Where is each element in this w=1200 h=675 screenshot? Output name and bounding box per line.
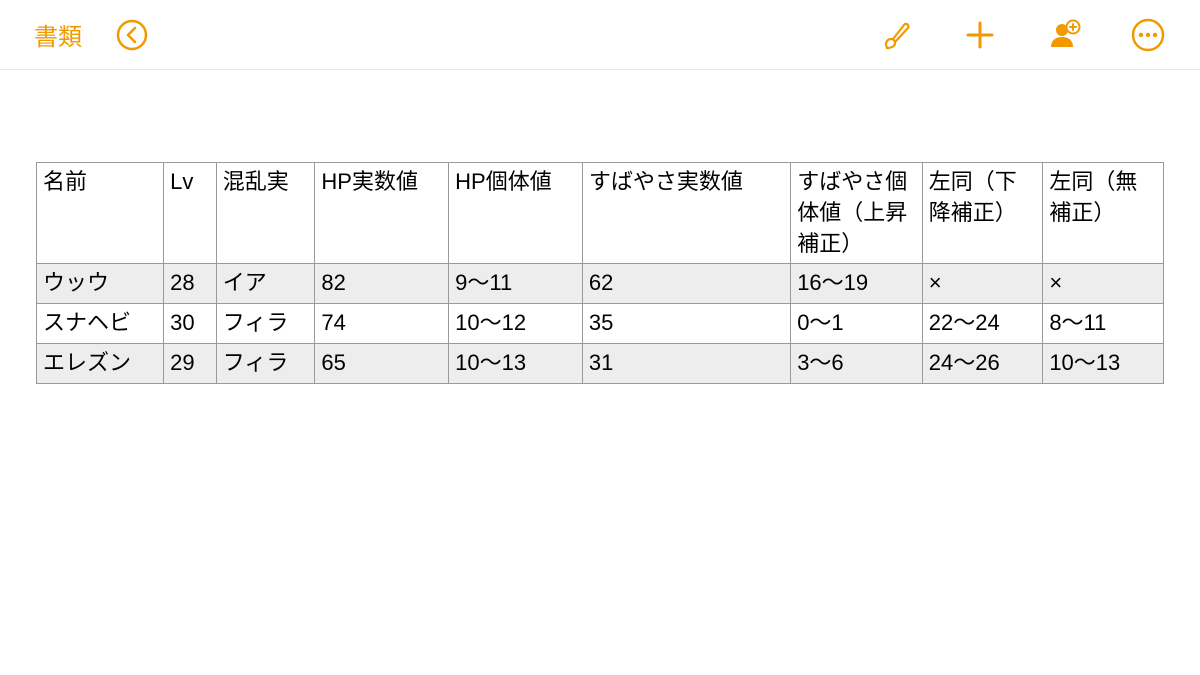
table-row: エレズン29フィラ6510〜13313〜624〜2610〜13 [37, 343, 1164, 383]
table-cell[interactable]: × [1043, 264, 1164, 304]
column-header: HP個体値 [449, 163, 583, 264]
column-header: 左同（下降補正） [922, 163, 1043, 264]
table-cell[interactable]: 74 [315, 304, 449, 344]
stats-table: 名前Lv混乱実HP実数値HP個体値すばやさ実数値すばやさ個体値（上昇補正）左同（… [36, 162, 1164, 384]
person-add-icon [1046, 17, 1082, 53]
column-header: 混乱実 [216, 163, 315, 264]
content-area: 名前Lv混乱実HP実数値HP個体値すばやさ実数値すばやさ個体値（上昇補正）左同（… [0, 70, 1200, 384]
column-header: HP実数値 [315, 163, 449, 264]
paintbrush-icon [878, 17, 914, 53]
table-cell[interactable]: 35 [582, 304, 790, 344]
more-icon [1130, 17, 1166, 53]
table-cell[interactable]: エレズン [37, 343, 164, 383]
table-row: スナヘビ30フィラ7410〜12350〜122〜248〜11 [37, 304, 1164, 344]
table-cell[interactable]: ウッウ [37, 264, 164, 304]
undo-icon [115, 18, 149, 52]
table-cell[interactable]: 24〜26 [922, 343, 1043, 383]
plus-icon [963, 18, 997, 52]
toolbar-right [878, 17, 1166, 53]
more-button[interactable] [1130, 17, 1166, 53]
column-header: 名前 [37, 163, 164, 264]
table-cell[interactable]: 16〜19 [791, 264, 923, 304]
toolbar-left: 書類 [34, 17, 150, 53]
table-row: ウッウ28イア829〜116216〜19×× [37, 264, 1164, 304]
table-cell[interactable]: 10〜12 [449, 304, 583, 344]
table-cell[interactable]: 0〜1 [791, 304, 923, 344]
column-header: 左同（無補正） [1043, 163, 1164, 264]
table-cell[interactable]: スナヘビ [37, 304, 164, 344]
table-cell[interactable]: 22〜24 [922, 304, 1043, 344]
table-cell[interactable]: 30 [164, 304, 217, 344]
table-cell[interactable]: 31 [582, 343, 790, 383]
table-cell[interactable]: 29 [164, 343, 217, 383]
table-cell[interactable]: 62 [582, 264, 790, 304]
table-cell[interactable]: 9〜11 [449, 264, 583, 304]
column-header: Lv [164, 163, 217, 264]
toolbar: 書類 [0, 0, 1200, 70]
table-cell[interactable]: 8〜11 [1043, 304, 1164, 344]
back-button[interactable]: 書類 [34, 17, 82, 52]
column-header: すばやさ実数値 [582, 163, 790, 264]
table-cell[interactable]: イア [216, 264, 315, 304]
table-cell[interactable]: 65 [315, 343, 449, 383]
table-cell[interactable]: フィラ [216, 343, 315, 383]
table-cell[interactable]: フィラ [216, 304, 315, 344]
column-header: すばやさ個体値（上昇補正） [791, 163, 923, 264]
table-cell[interactable]: 10〜13 [1043, 343, 1164, 383]
format-button[interactable] [878, 17, 914, 53]
undo-button[interactable] [114, 17, 150, 53]
table-cell[interactable]: 3〜6 [791, 343, 923, 383]
table-cell[interactable]: × [922, 264, 1043, 304]
table-cell[interactable]: 10〜13 [449, 343, 583, 383]
table-header-row: 名前Lv混乱実HP実数値HP個体値すばやさ実数値すばやさ個体値（上昇補正）左同（… [37, 163, 1164, 264]
table-cell[interactable]: 82 [315, 264, 449, 304]
table-cell[interactable]: 28 [164, 264, 217, 304]
add-button[interactable] [962, 17, 998, 53]
collaborate-button[interactable] [1046, 17, 1082, 53]
